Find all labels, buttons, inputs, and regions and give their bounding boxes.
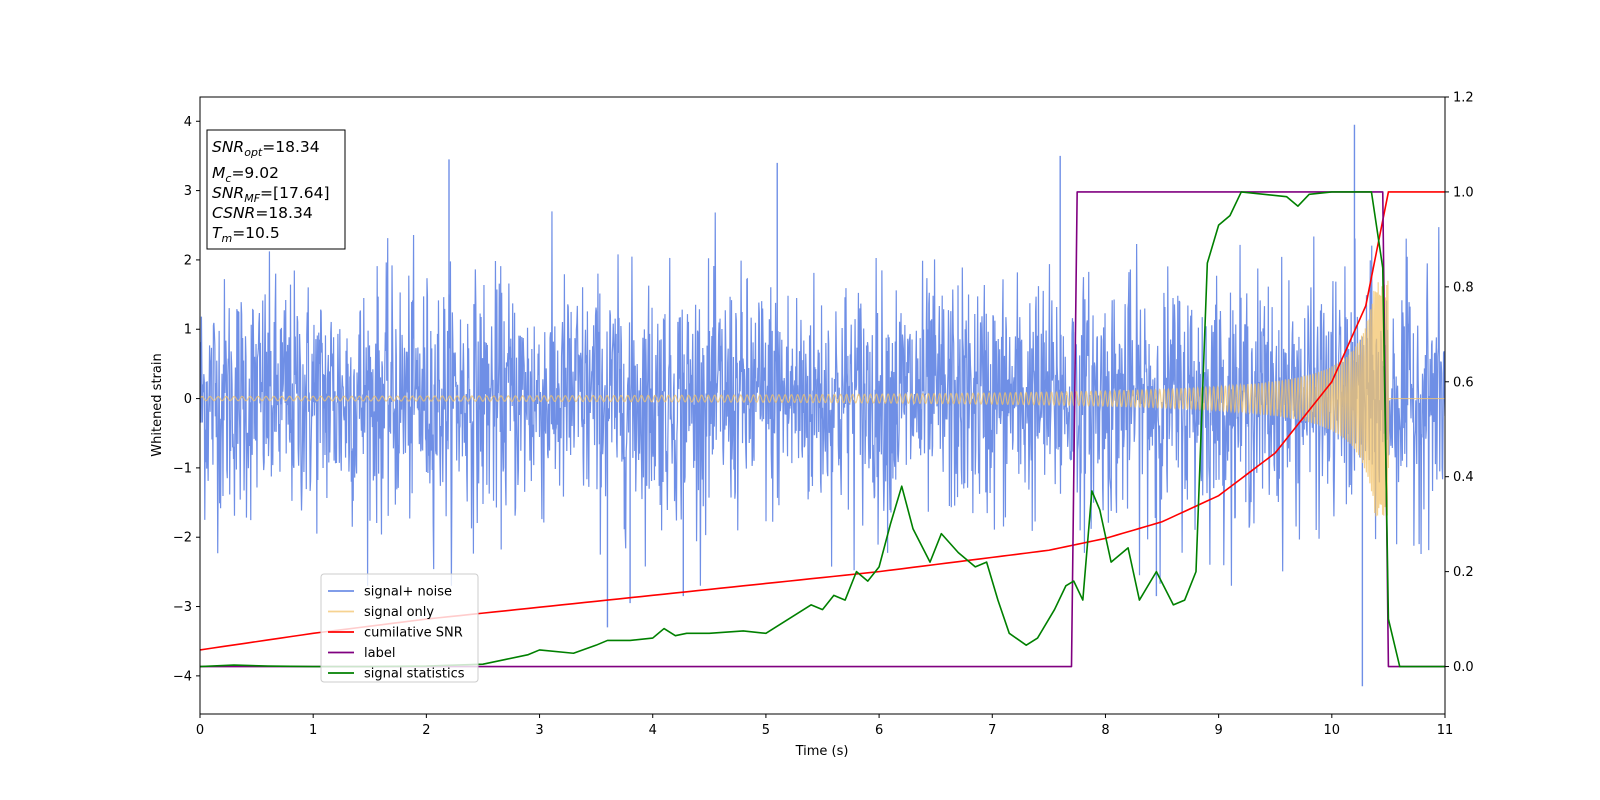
x-tick-label: 0 bbox=[196, 723, 204, 738]
info-snr-mf: SNRMF=[17.64] bbox=[212, 184, 330, 205]
y-right-tick-label: 0.6 bbox=[1453, 375, 1474, 390]
signal-statistics-line bbox=[200, 191, 1445, 668]
y-axis-right: 0.0 0.2 0.4 0.6 0.8 1.0 1.2 bbox=[1445, 91, 1474, 675]
x-axis: 0 1 2 3 4 5 6 7 8 9 10 11 bbox=[196, 714, 1453, 738]
y-tick-label: −2 bbox=[173, 531, 192, 546]
legend-label: cumilative SNR bbox=[364, 626, 463, 641]
y-tick-label: −3 bbox=[173, 600, 192, 615]
y-tick-label: −4 bbox=[173, 669, 192, 684]
y-right-tick-label: 0.2 bbox=[1453, 565, 1474, 580]
x-tick-label: 9 bbox=[1214, 723, 1222, 738]
y-tick-label: 0 bbox=[184, 392, 192, 407]
x-tick-label: 8 bbox=[1101, 723, 1109, 738]
y-tick-label: 3 bbox=[184, 184, 192, 199]
y-right-tick-label: 0.4 bbox=[1453, 470, 1474, 485]
y-tick-label: −1 bbox=[173, 461, 192, 476]
legend-label: signal only bbox=[364, 605, 434, 620]
series-signal-statistics bbox=[200, 191, 1445, 668]
x-tick-label: 11 bbox=[1437, 723, 1454, 738]
legend: signal+ noise signal only cumilative SNR la… bbox=[320, 573, 479, 683]
x-tick-label: 1 bbox=[309, 723, 317, 738]
y-axis-left: −4 −3 −2 −1 0 1 2 3 4 bbox=[173, 115, 200, 684]
signal-line bbox=[200, 280, 1445, 517]
x-tick-label: 6 bbox=[875, 723, 883, 738]
info-snr-opt: SNRopt=18.34 bbox=[212, 138, 320, 159]
series-signal-only bbox=[200, 280, 1445, 517]
legend-label: label bbox=[364, 646, 395, 661]
cumulative-snr-line bbox=[200, 191, 1445, 651]
series-label bbox=[200, 191, 1445, 668]
x-tick-label: 3 bbox=[535, 723, 543, 738]
x-tick-label: 4 bbox=[649, 723, 657, 738]
y-right-tick-label: 0.8 bbox=[1453, 280, 1474, 295]
info-box: SNRopt=18.34 Mc=9.02 SNRMF=[17.64] CSNR=… bbox=[206, 129, 346, 250]
info-mc: Mc=9.02 bbox=[212, 164, 279, 185]
y-right-tick-label: 0.0 bbox=[1453, 660, 1474, 675]
info-csnr: CSNR=18.34 bbox=[212, 204, 313, 222]
x-tick-label: 7 bbox=[988, 723, 996, 738]
y-tick-label: 4 bbox=[184, 115, 192, 130]
x-tick-label: 2 bbox=[422, 723, 430, 738]
y-right-tick-label: 1.2 bbox=[1453, 91, 1474, 106]
legend-label: signal statistics bbox=[364, 667, 465, 682]
x-axis-label: Time (s) bbox=[795, 744, 849, 759]
y-right-tick-label: 1.0 bbox=[1453, 185, 1474, 200]
noise-line bbox=[200, 211, 1445, 586]
x-tick-label: 10 bbox=[1324, 723, 1341, 738]
legend-label: signal+ noise bbox=[364, 585, 452, 600]
y-tick-label: 1 bbox=[184, 323, 192, 338]
y-tick-label: 2 bbox=[184, 253, 192, 268]
x-tick-label: 5 bbox=[762, 723, 770, 738]
y-axis-label: Whitened strain bbox=[150, 353, 165, 456]
info-tm: Tm=10.5 bbox=[212, 224, 280, 245]
plot-frame bbox=[199, 96, 1446, 715]
series-cumulative-snr bbox=[200, 191, 1445, 651]
label-line bbox=[200, 191, 1445, 668]
